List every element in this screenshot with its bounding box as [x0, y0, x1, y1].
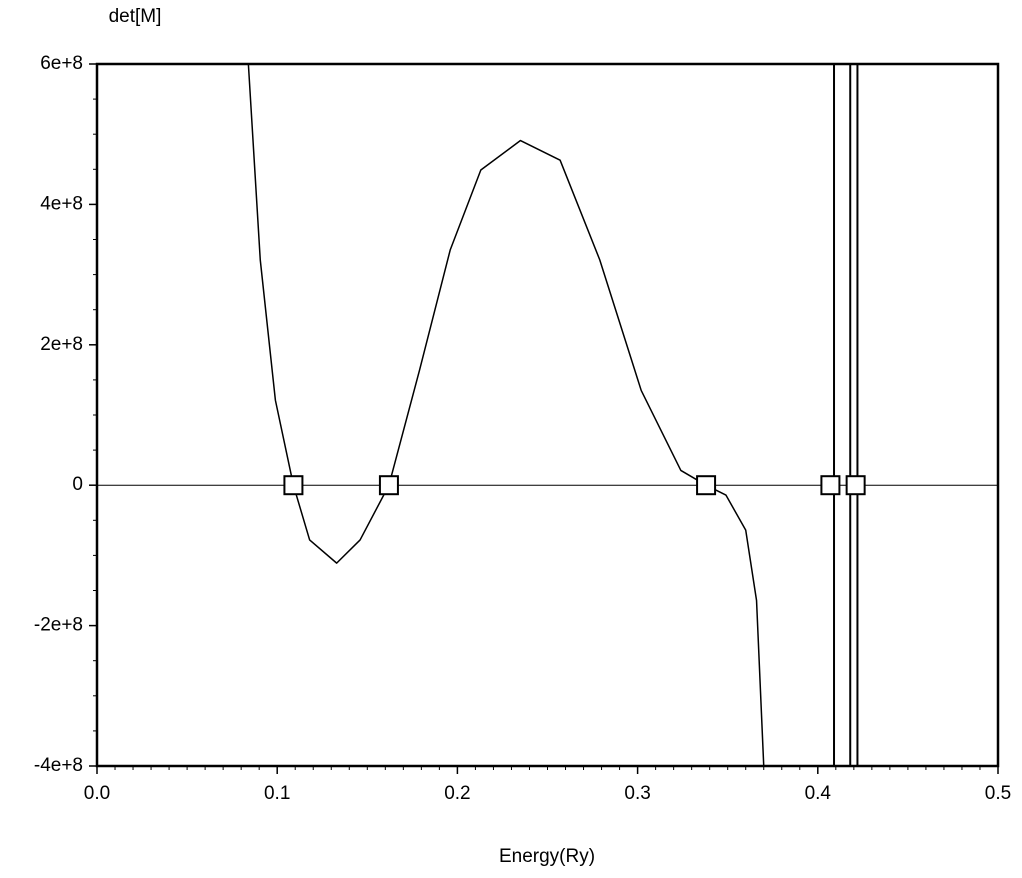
x-tick-label: 0.5: [985, 783, 1011, 804]
x-tick-label: 0.2: [444, 783, 470, 804]
x-axis-label: Energy(Ry): [499, 846, 595, 867]
plot-area: [97, 64, 998, 766]
root-marker: [820, 475, 841, 496]
root-marker: [378, 475, 399, 496]
y-tick-label: -4e+8: [34, 755, 83, 776]
x-tick-label: 0.3: [624, 783, 650, 804]
curve: [247, 64, 765, 766]
root-marker: [696, 475, 717, 496]
root-marker: [283, 475, 304, 496]
y-tick-label: 2e+8: [40, 334, 83, 355]
y-tick-label: 4e+8: [40, 193, 83, 214]
y-axis-label: det[M]: [109, 6, 162, 27]
root-marker: [845, 475, 866, 496]
x-tick-label: 0.4: [805, 783, 832, 804]
x-tick-label: 0.0: [84, 783, 110, 804]
plot-frame: [95, 62, 1000, 768]
y-tick-label: 0: [72, 474, 83, 495]
y-tick-label: 6e+8: [40, 53, 83, 74]
x-tick-label: 0.1: [264, 783, 290, 804]
y-tick-label: -2e+8: [34, 615, 83, 636]
